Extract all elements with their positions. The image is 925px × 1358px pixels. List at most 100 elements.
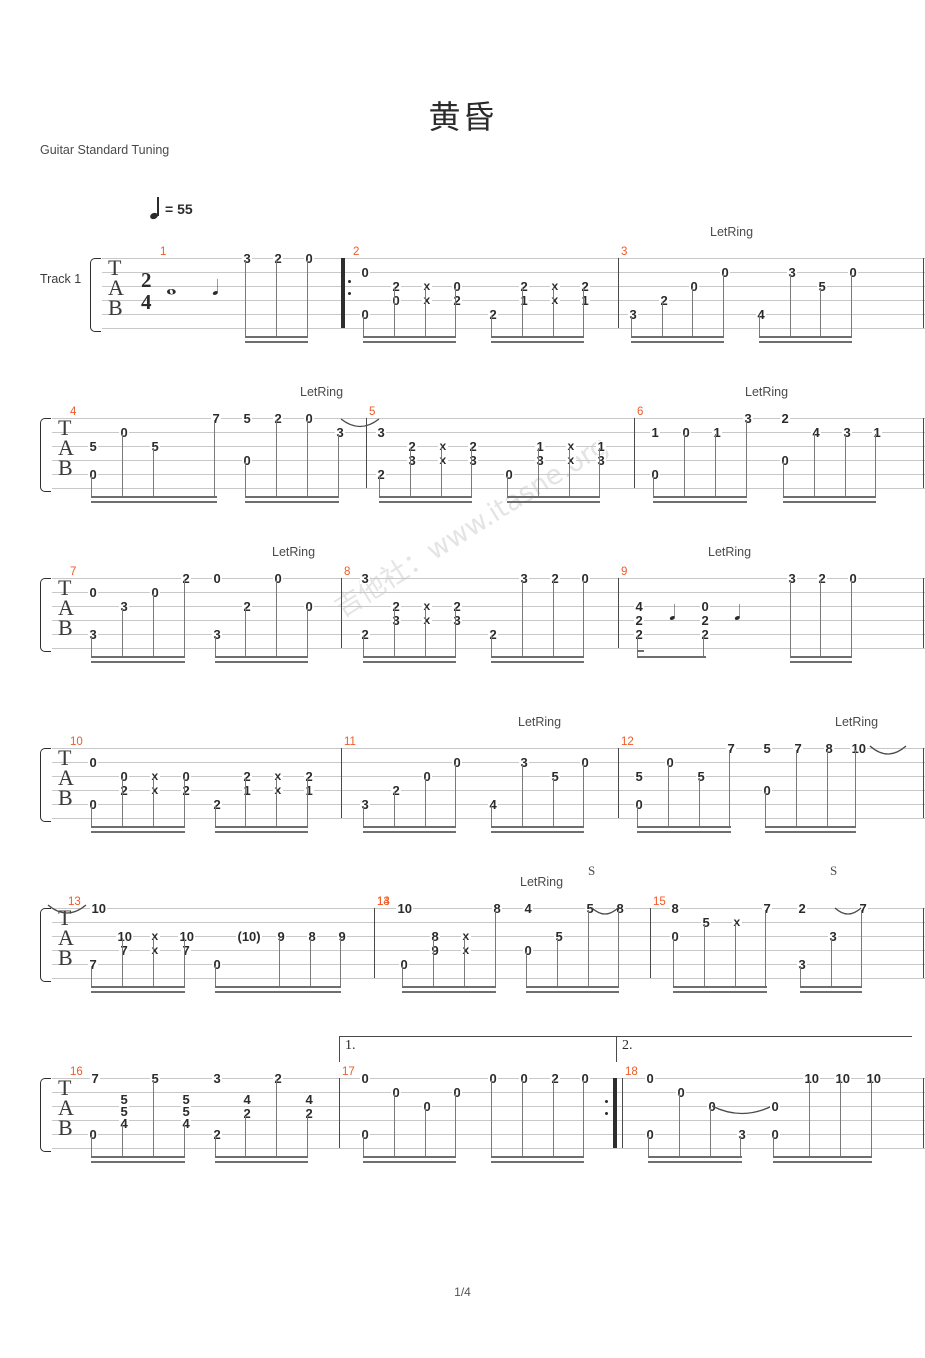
fret-number: 5 bbox=[119, 1092, 130, 1107]
measure-number-8: 8 bbox=[344, 566, 351, 578]
repeat-barline-end bbox=[613, 1078, 617, 1148]
fret-number: 3 bbox=[519, 755, 530, 770]
system-brace bbox=[40, 1078, 51, 1152]
fret-number: 5 bbox=[554, 929, 565, 944]
fret-number: 3 bbox=[842, 425, 853, 440]
fret-number: 0 bbox=[720, 265, 731, 280]
tab-letter-b: B bbox=[58, 1115, 73, 1140]
fret-number: 3 bbox=[376, 425, 387, 440]
fret-number: 10 bbox=[850, 741, 868, 756]
fret-number: 5 bbox=[634, 769, 645, 784]
fret-number: 2 bbox=[580, 279, 591, 294]
fret-number: 3 bbox=[212, 627, 223, 642]
fret-number: 7 bbox=[88, 957, 99, 972]
slide-curve bbox=[834, 907, 862, 915]
page-title: 黄昏 bbox=[428, 98, 497, 136]
fret-number: 3 bbox=[212, 1071, 223, 1086]
fret-number: 2 bbox=[181, 571, 192, 586]
tab-letter-a: A bbox=[58, 925, 74, 950]
track-name: Track 1 bbox=[40, 272, 82, 286]
volta-bracket-1: 1. bbox=[339, 1036, 616, 1062]
fret-number: 2 bbox=[181, 783, 192, 798]
fret-number: 1 bbox=[650, 425, 661, 440]
fret-number: 0 bbox=[212, 957, 223, 972]
fret-number: 2 bbox=[119, 783, 130, 798]
fret-number: 1 bbox=[535, 439, 546, 454]
fret-number: 2 bbox=[360, 627, 371, 642]
fret-number: 5 bbox=[242, 411, 253, 426]
fret-number: 3 bbox=[737, 1127, 748, 1142]
fret-number: 4 bbox=[756, 307, 767, 322]
fret-mute: x bbox=[422, 599, 432, 613]
sixteenth-rest: 𝅘𝅥 bbox=[734, 601, 741, 625]
tab-letter-b: B bbox=[58, 785, 73, 810]
fret-mute: x bbox=[273, 783, 283, 797]
fret-number: 8 bbox=[824, 741, 835, 756]
fret-mute: x bbox=[461, 943, 471, 957]
fret-mute: x bbox=[732, 915, 742, 929]
system-brace bbox=[40, 418, 51, 492]
tab-staff bbox=[52, 908, 925, 980]
fret-number: 10 bbox=[803, 1071, 821, 1086]
fret-number: 2 bbox=[273, 251, 284, 266]
fret-number: 7 bbox=[858, 901, 869, 916]
tab-letter-a: A bbox=[58, 1095, 74, 1120]
fret-number: 7 bbox=[181, 943, 192, 958]
fret-number: 10 bbox=[116, 929, 134, 944]
fret-number: 2 bbox=[391, 599, 402, 614]
fret-number: 0 bbox=[242, 453, 253, 468]
fret-number: 2 bbox=[797, 901, 808, 916]
fret-number: 8 bbox=[307, 929, 318, 944]
fret-mute: x bbox=[273, 769, 283, 783]
system-brace bbox=[40, 578, 51, 652]
tie bbox=[47, 904, 87, 914]
fret-number: 5 bbox=[762, 741, 773, 756]
fret-number: 8 bbox=[430, 929, 441, 944]
fret-number: 9 bbox=[337, 929, 348, 944]
measure-number-13: 13 bbox=[68, 896, 81, 908]
tab-staff bbox=[102, 258, 925, 330]
slide-label: S bbox=[588, 863, 596, 878]
staff-system-5: T A B 13 10 7 10 7 x x 10 7 0 (10) 9 8 9 bbox=[40, 863, 925, 1008]
fret-number: 0 bbox=[273, 571, 284, 586]
fret-number: 8 bbox=[615, 901, 626, 916]
staff-system-3: T A B LetRing 7 3 0 3 0 2 0 3 2 0 0 8 2 … bbox=[40, 545, 925, 678]
fret-number: 5 bbox=[550, 769, 561, 784]
tab-letter-b: B bbox=[58, 615, 73, 640]
slide-label: S bbox=[830, 863, 838, 878]
fret-number: 2 bbox=[391, 279, 402, 294]
fret-number: 0 bbox=[88, 585, 99, 600]
fret-number: 3 bbox=[335, 425, 346, 440]
fret-number: 0 bbox=[452, 755, 463, 770]
tie bbox=[340, 418, 380, 428]
quarter-rest: 𝅝 bbox=[166, 270, 177, 301]
fret-number: 3 bbox=[519, 571, 530, 586]
fret-number: 3 bbox=[391, 613, 402, 628]
fret-number: 0 bbox=[422, 769, 433, 784]
fret-number: 0 bbox=[689, 279, 700, 294]
fret-number: 2 bbox=[634, 613, 645, 628]
measure-number-9: 9 bbox=[621, 566, 628, 578]
time-signature-denominator: 4 bbox=[141, 290, 152, 314]
fret-number: 5 bbox=[88, 439, 99, 454]
fret-number: 3 bbox=[88, 627, 99, 642]
measure-number-4: 4 bbox=[70, 406, 77, 418]
tempo-marking: = 55 bbox=[149, 196, 193, 222]
time-signature-numerator: 2 bbox=[141, 268, 152, 292]
fret-number: 0 bbox=[670, 929, 681, 944]
fret-number: 2 bbox=[659, 293, 670, 308]
slide-curve bbox=[591, 907, 619, 915]
fret-number: 0 bbox=[360, 265, 371, 280]
tab-letter-a: A bbox=[58, 765, 74, 790]
let-ring-label: LetRing bbox=[300, 385, 344, 399]
fret-number: 1 bbox=[242, 783, 253, 798]
repeat-barline bbox=[341, 258, 345, 328]
fret-number: 0 bbox=[519, 1071, 530, 1086]
fret-number: 3 bbox=[407, 453, 418, 468]
fret-number: 7 bbox=[726, 741, 737, 756]
measure-number-15: 15 bbox=[653, 896, 666, 908]
fret-number: 7 bbox=[762, 901, 773, 916]
fret-number: 1 bbox=[712, 425, 723, 440]
system-brace bbox=[90, 258, 101, 332]
